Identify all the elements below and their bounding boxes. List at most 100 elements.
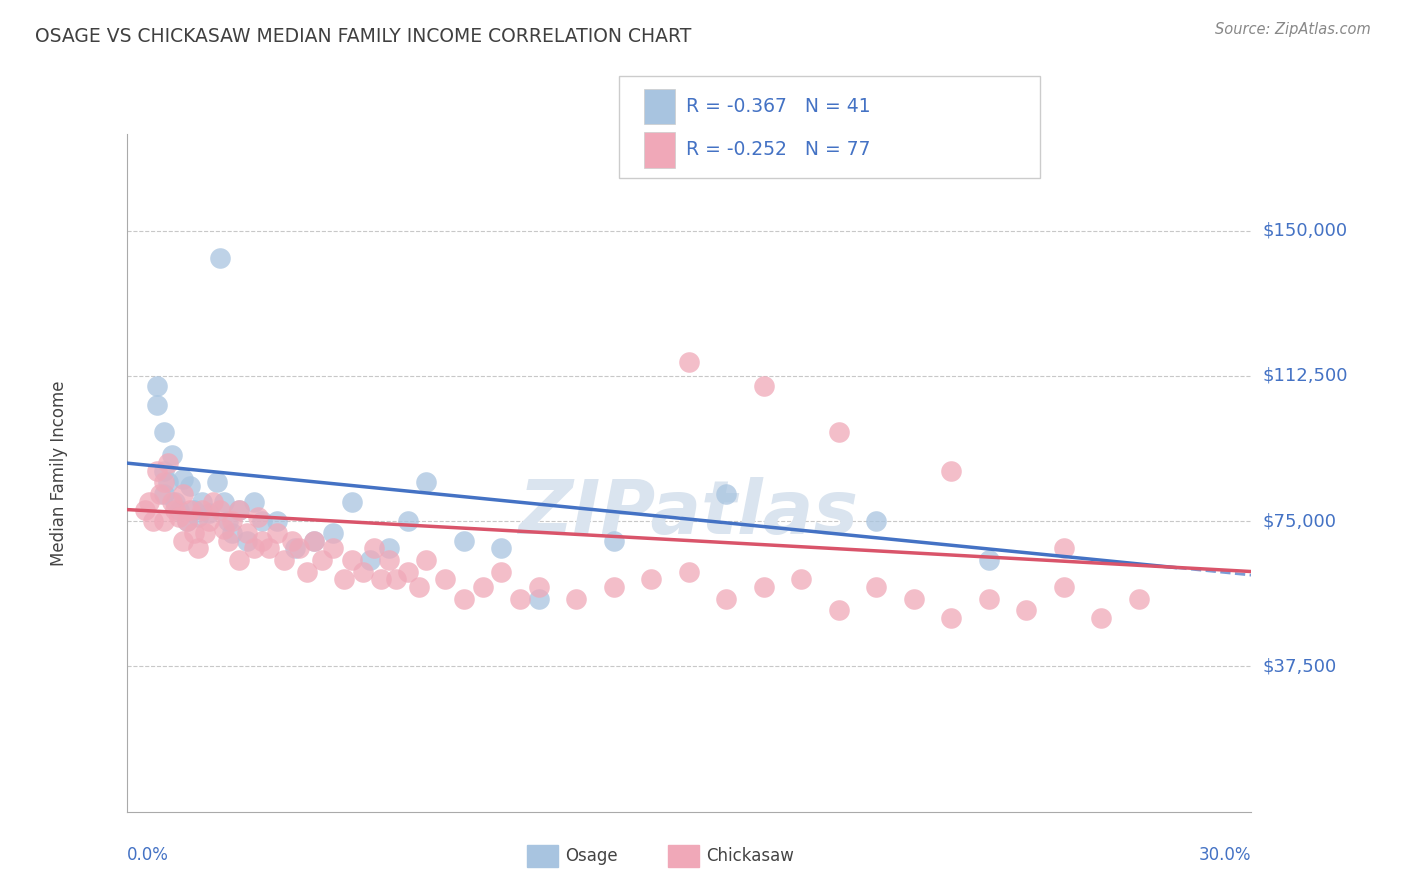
Text: R = -0.252   N = 77: R = -0.252 N = 77 bbox=[686, 140, 870, 159]
Point bbox=[165, 495, 187, 509]
Point bbox=[266, 514, 288, 528]
Point bbox=[865, 580, 887, 594]
Point bbox=[333, 572, 356, 586]
Point bbox=[408, 580, 430, 594]
Point bbox=[359, 553, 381, 567]
Point bbox=[217, 514, 239, 528]
Point bbox=[678, 565, 700, 579]
Point bbox=[153, 487, 176, 501]
Point bbox=[434, 572, 457, 586]
Text: $150,000: $150,000 bbox=[1263, 221, 1347, 240]
Point bbox=[363, 541, 385, 556]
Point bbox=[1015, 603, 1038, 617]
Point bbox=[491, 541, 513, 556]
Point bbox=[266, 525, 288, 540]
Point bbox=[453, 591, 475, 606]
Point bbox=[903, 591, 925, 606]
Point bbox=[257, 541, 280, 556]
Point bbox=[280, 533, 302, 548]
Point bbox=[453, 533, 475, 548]
Point bbox=[172, 487, 194, 501]
Point bbox=[172, 472, 194, 486]
Point bbox=[340, 495, 363, 509]
Point bbox=[250, 533, 273, 548]
Point bbox=[217, 533, 239, 548]
Point bbox=[322, 525, 344, 540]
Point bbox=[187, 541, 209, 556]
Point bbox=[790, 572, 813, 586]
Point bbox=[149, 487, 172, 501]
Point bbox=[977, 553, 1000, 567]
Point bbox=[250, 514, 273, 528]
Point bbox=[221, 514, 243, 528]
Text: 30.0%: 30.0% bbox=[1199, 846, 1251, 863]
Point bbox=[153, 514, 176, 528]
Point bbox=[565, 591, 588, 606]
Point bbox=[378, 553, 401, 567]
Point bbox=[1090, 611, 1112, 625]
Point bbox=[201, 495, 224, 509]
Point bbox=[1053, 580, 1076, 594]
Point bbox=[235, 533, 257, 548]
Point bbox=[209, 251, 232, 265]
Point bbox=[311, 553, 333, 567]
Point bbox=[941, 611, 963, 625]
Point bbox=[228, 502, 250, 516]
Point bbox=[190, 495, 212, 509]
Point bbox=[352, 565, 374, 579]
Text: 0.0%: 0.0% bbox=[127, 846, 169, 863]
Point bbox=[716, 591, 738, 606]
Point bbox=[288, 541, 311, 556]
Point bbox=[138, 495, 160, 509]
Point bbox=[209, 502, 232, 516]
Point bbox=[228, 502, 250, 516]
Point bbox=[295, 565, 318, 579]
Point bbox=[190, 502, 212, 516]
Point bbox=[415, 475, 437, 490]
Point bbox=[198, 507, 221, 521]
Point bbox=[941, 464, 963, 478]
Point bbox=[246, 510, 269, 524]
Point bbox=[145, 378, 167, 392]
Point bbox=[284, 541, 307, 556]
Text: Chickasaw: Chickasaw bbox=[706, 847, 793, 865]
Point bbox=[212, 522, 235, 536]
Point bbox=[183, 525, 205, 540]
Text: R = -0.367   N = 41: R = -0.367 N = 41 bbox=[686, 97, 870, 116]
Point bbox=[205, 475, 228, 490]
Point bbox=[228, 553, 250, 567]
Point bbox=[183, 502, 205, 516]
Point bbox=[396, 514, 419, 528]
Point bbox=[273, 553, 295, 567]
Point bbox=[243, 541, 266, 556]
Point bbox=[235, 525, 257, 540]
Text: $112,500: $112,500 bbox=[1263, 367, 1348, 385]
Point bbox=[167, 502, 190, 516]
Text: $75,000: $75,000 bbox=[1263, 512, 1337, 530]
Point bbox=[156, 456, 179, 470]
Point bbox=[302, 533, 325, 548]
Point bbox=[471, 580, 494, 594]
Point bbox=[322, 541, 344, 556]
Point bbox=[221, 525, 243, 540]
Point bbox=[198, 514, 221, 528]
Point bbox=[640, 572, 662, 586]
Point bbox=[828, 425, 851, 439]
Point bbox=[134, 502, 156, 516]
Point bbox=[370, 572, 392, 586]
Point bbox=[1053, 541, 1076, 556]
Point bbox=[491, 565, 513, 579]
Point bbox=[396, 565, 419, 579]
Text: Median Family Income: Median Family Income bbox=[51, 380, 67, 566]
Point bbox=[527, 580, 550, 594]
Point bbox=[509, 591, 531, 606]
Point bbox=[716, 487, 738, 501]
Point bbox=[156, 475, 179, 490]
Point bbox=[243, 495, 266, 509]
Point bbox=[828, 603, 851, 617]
Point bbox=[153, 425, 176, 439]
Point bbox=[752, 580, 775, 594]
Point bbox=[302, 533, 325, 548]
Point bbox=[145, 464, 167, 478]
Point bbox=[865, 514, 887, 528]
